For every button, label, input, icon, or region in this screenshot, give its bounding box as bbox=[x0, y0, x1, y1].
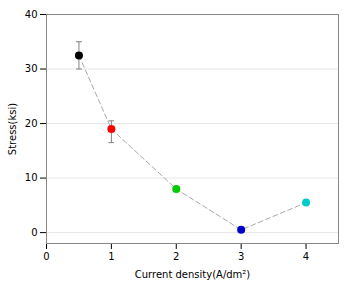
svg-text:0: 0 bbox=[43, 251, 49, 262]
svg-text:30: 30 bbox=[25, 63, 38, 74]
svg-text:Current density(A/dm²): Current density(A/dm²) bbox=[135, 269, 251, 280]
svg-text:10: 10 bbox=[25, 172, 38, 183]
svg-text:2: 2 bbox=[173, 251, 179, 262]
svg-text:Stress(ksi): Stress(ksi) bbox=[7, 103, 18, 155]
svg-text:1: 1 bbox=[108, 251, 114, 262]
svg-text:4: 4 bbox=[303, 251, 309, 262]
svg-text:40: 40 bbox=[25, 9, 38, 20]
svg-text:3: 3 bbox=[238, 251, 244, 262]
svg-text:20: 20 bbox=[25, 118, 38, 129]
svg-text:0: 0 bbox=[31, 227, 37, 238]
